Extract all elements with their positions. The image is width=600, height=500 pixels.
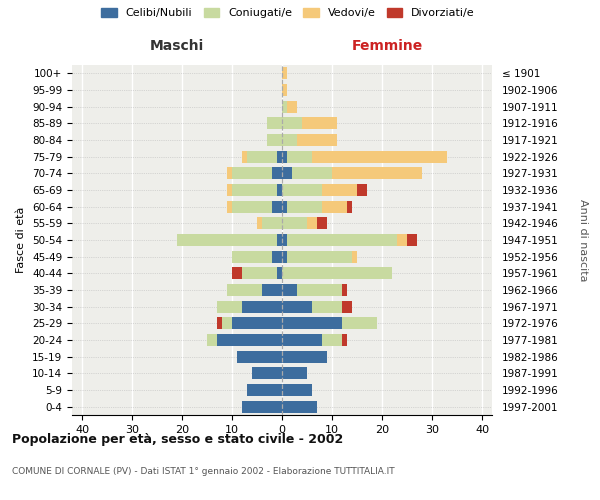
Bar (222, 318, 232, 330)
Bar (307, 218, 317, 230)
Bar (352, 250, 357, 262)
Bar (232, 250, 272, 262)
Bar (282, 384, 312, 396)
Bar (282, 300, 312, 312)
Bar (297, 284, 342, 296)
Bar (227, 284, 262, 296)
Bar (342, 334, 347, 346)
Bar (227, 200, 232, 212)
Bar (272, 168, 282, 179)
Bar (332, 168, 422, 179)
Bar (287, 150, 312, 162)
Bar (277, 234, 282, 246)
Bar (282, 250, 287, 262)
Bar (347, 200, 352, 212)
Bar (282, 68, 287, 80)
Bar (257, 218, 262, 230)
Bar (282, 350, 327, 362)
Bar (322, 334, 342, 346)
Bar (282, 150, 287, 162)
Bar (282, 284, 297, 296)
Bar (272, 200, 282, 212)
Bar (282, 84, 287, 96)
Bar (322, 200, 347, 212)
Text: COMUNE DI CORNALE (PV) - Dati ISTAT 1° gennaio 2002 - Elaborazione TUTTITALIA.IT: COMUNE DI CORNALE (PV) - Dati ISTAT 1° g… (12, 468, 395, 476)
Bar (232, 200, 272, 212)
Bar (227, 184, 232, 196)
Legend: Celibi/Nubili, Coniugati/e, Vedovi/e, Divorziati/e: Celibi/Nubili, Coniugati/e, Vedovi/e, Di… (99, 6, 477, 20)
Bar (227, 168, 232, 179)
Bar (282, 218, 307, 230)
Y-axis label: Anni di nascita: Anni di nascita (578, 198, 588, 281)
Bar (312, 150, 447, 162)
Bar (282, 268, 392, 280)
Bar (287, 100, 297, 112)
Bar (282, 168, 292, 179)
Bar (282, 400, 317, 412)
Bar (247, 384, 282, 396)
Bar (282, 184, 322, 196)
Text: Popolazione per età, sesso e stato civile - 2002: Popolazione per età, sesso e stato civil… (12, 432, 343, 446)
Bar (232, 184, 277, 196)
Bar (232, 318, 282, 330)
Bar (217, 318, 222, 330)
Text: Femmine: Femmine (352, 38, 422, 52)
Bar (237, 350, 282, 362)
Bar (267, 118, 282, 130)
Bar (232, 168, 272, 179)
Bar (282, 200, 287, 212)
Bar (207, 334, 217, 346)
Bar (292, 168, 332, 179)
Bar (287, 234, 397, 246)
Y-axis label: Fasce di età: Fasce di età (16, 207, 26, 273)
Bar (282, 334, 322, 346)
Bar (397, 234, 407, 246)
Bar (282, 368, 307, 380)
Bar (297, 134, 337, 146)
Bar (242, 400, 282, 412)
Bar (242, 150, 247, 162)
Bar (317, 218, 327, 230)
Bar (277, 184, 282, 196)
Bar (242, 268, 277, 280)
Bar (312, 300, 342, 312)
Bar (277, 268, 282, 280)
Bar (287, 250, 352, 262)
Bar (282, 234, 287, 246)
Bar (217, 300, 242, 312)
Bar (287, 200, 322, 212)
Bar (407, 234, 417, 246)
Bar (282, 100, 287, 112)
Bar (342, 300, 352, 312)
Bar (282, 118, 302, 130)
Bar (357, 184, 367, 196)
Bar (232, 268, 242, 280)
Bar (177, 234, 277, 246)
Bar (282, 318, 342, 330)
Bar (242, 300, 282, 312)
Bar (342, 318, 377, 330)
Bar (262, 218, 282, 230)
Bar (262, 284, 282, 296)
Bar (302, 118, 337, 130)
Bar (267, 134, 282, 146)
Bar (282, 134, 297, 146)
Bar (217, 334, 282, 346)
Bar (272, 250, 282, 262)
Bar (252, 368, 282, 380)
Bar (342, 284, 347, 296)
Bar (247, 150, 277, 162)
Bar (322, 184, 357, 196)
Text: Maschi: Maschi (150, 38, 204, 52)
Bar (277, 150, 282, 162)
